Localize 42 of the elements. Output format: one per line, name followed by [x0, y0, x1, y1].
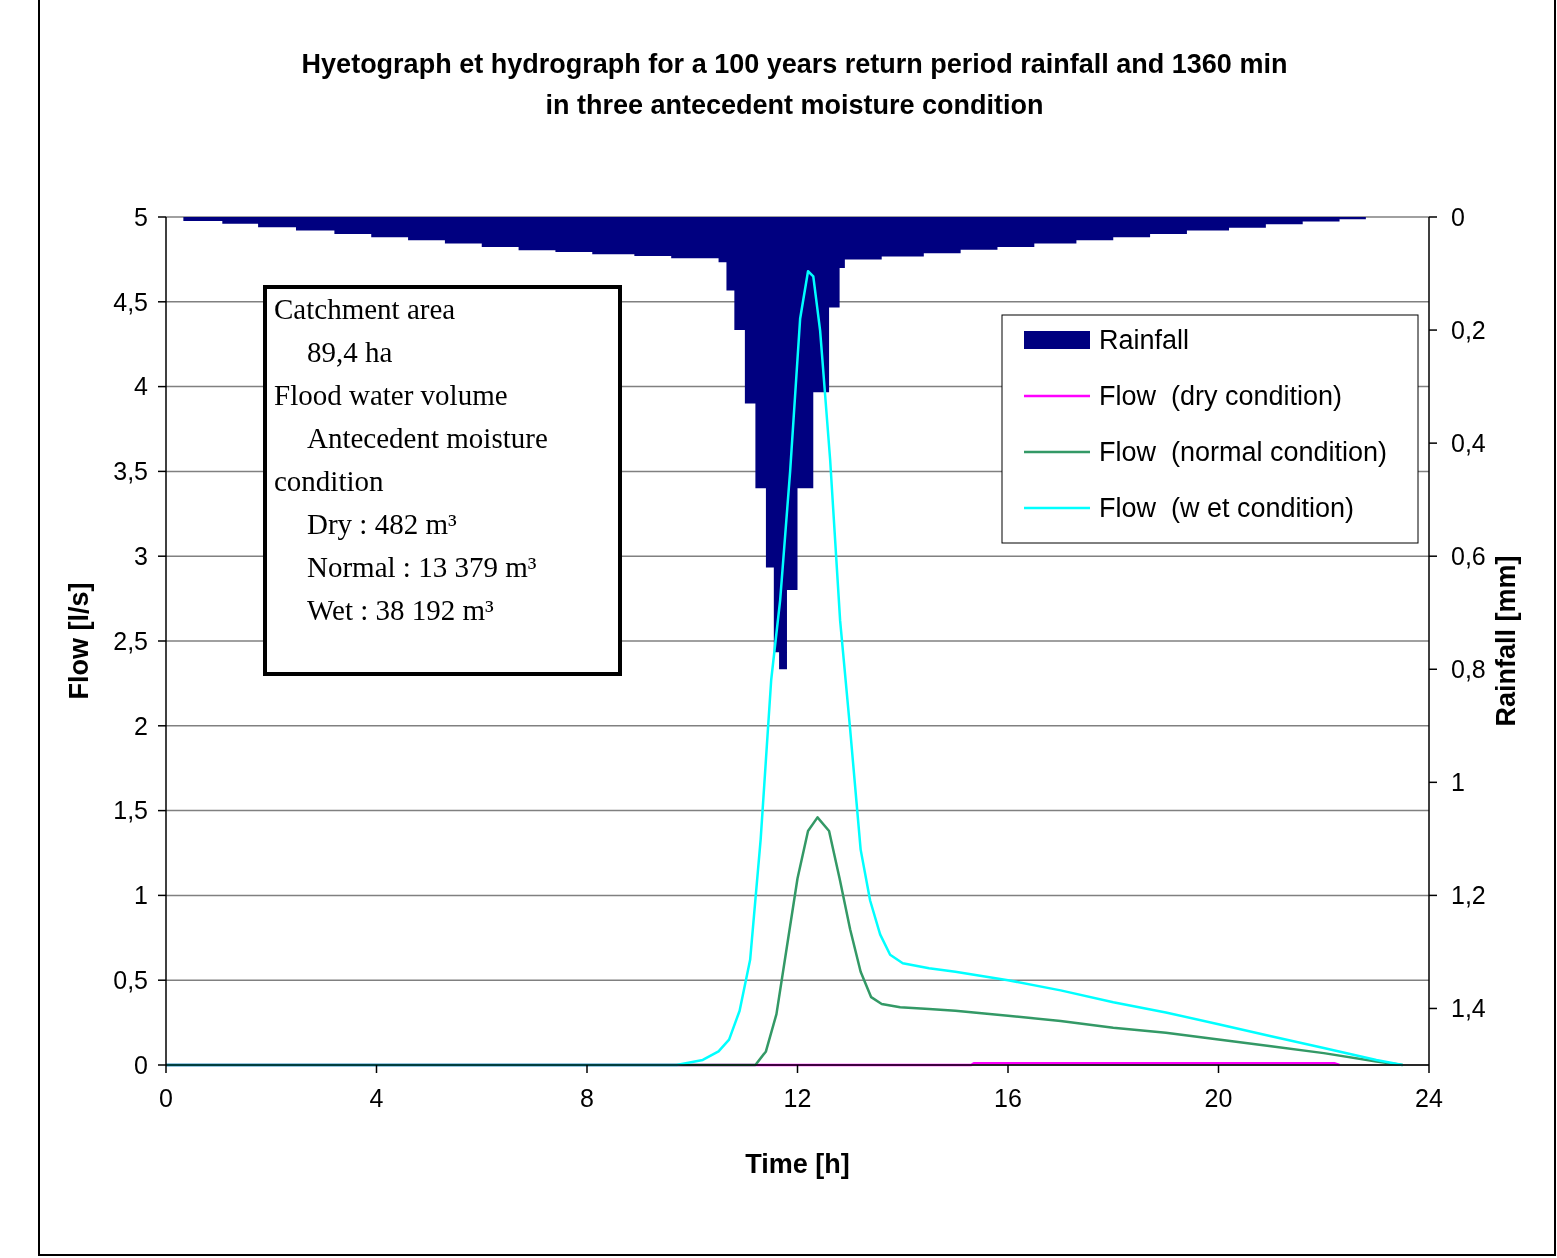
- y2-axis-title: Rainfall [mm]: [1491, 555, 1521, 727]
- annotation: Antecedent moisture condition: [274, 422, 548, 497]
- y-tick-label: 2,5: [113, 626, 148, 655]
- y2-tick-label: 0,6: [1451, 541, 1486, 570]
- x-tick-label: 16: [994, 1084, 1022, 1112]
- y2-tick-label: 1,4: [1451, 994, 1486, 1023]
- x-tick-label: 8: [580, 1084, 594, 1112]
- y-tick-label: 0,5: [113, 965, 148, 994]
- y2-tick-label: 0,4: [1451, 428, 1486, 457]
- y-tick-label: 1: [134, 881, 148, 910]
- legend-label: Flow (normal condition): [1099, 437, 1388, 468]
- x-tick-label: 24: [1415, 1084, 1443, 1112]
- y2-tick-label: 1,2: [1451, 881, 1486, 910]
- y-tick-label: 2: [134, 711, 148, 740]
- annotation: Flood water volume: [274, 379, 508, 411]
- y2-tick-label: 1: [1451, 768, 1465, 797]
- chart-subtitle: in three antecedent moisture condition: [545, 90, 1044, 120]
- y-tick-label: 4,5: [113, 287, 148, 316]
- y-tick-label: 3,5: [113, 457, 148, 486]
- chart-title: Hyetograph et hydrograph for a 100 years return period rainfall and 1360 min: [301, 49, 1288, 79]
- legend-label: Flow (w et condition): [1099, 493, 1355, 524]
- x-tick-label: 12: [783, 1084, 812, 1112]
- annotation: Wet : 38 192 m³: [307, 594, 495, 626]
- x-tick-label: 0: [159, 1084, 173, 1112]
- legend-label: Rainfall: [1099, 325, 1190, 356]
- annotation: 89,4 ha: [307, 336, 393, 368]
- y-tick-label: 5: [134, 202, 148, 231]
- legend-label: Flow (dry condition): [1099, 381, 1343, 412]
- y-axis-title: Flow [l/s]: [64, 582, 94, 700]
- y-tick-label: 0: [134, 1050, 148, 1079]
- y2-tick-label: 0,8: [1451, 655, 1486, 684]
- y2-tick-label: 0,2: [1451, 315, 1486, 344]
- annotation: Normal : 13 379 m³: [307, 551, 537, 583]
- annotation: Catchment area: [274, 293, 456, 325]
- x-axis-title: Time [h]: [745, 1149, 850, 1179]
- y-tick-label: 4: [134, 372, 149, 401]
- x-tick-label: 4: [369, 1084, 384, 1112]
- y2-tick-label: 0: [1451, 202, 1465, 231]
- y-tick-label: 1,5: [113, 796, 148, 825]
- annotation: Dry : 482 m³: [307, 508, 457, 540]
- y-tick-label: 3: [134, 541, 148, 570]
- x-tick-label: 20: [1204, 1084, 1233, 1112]
